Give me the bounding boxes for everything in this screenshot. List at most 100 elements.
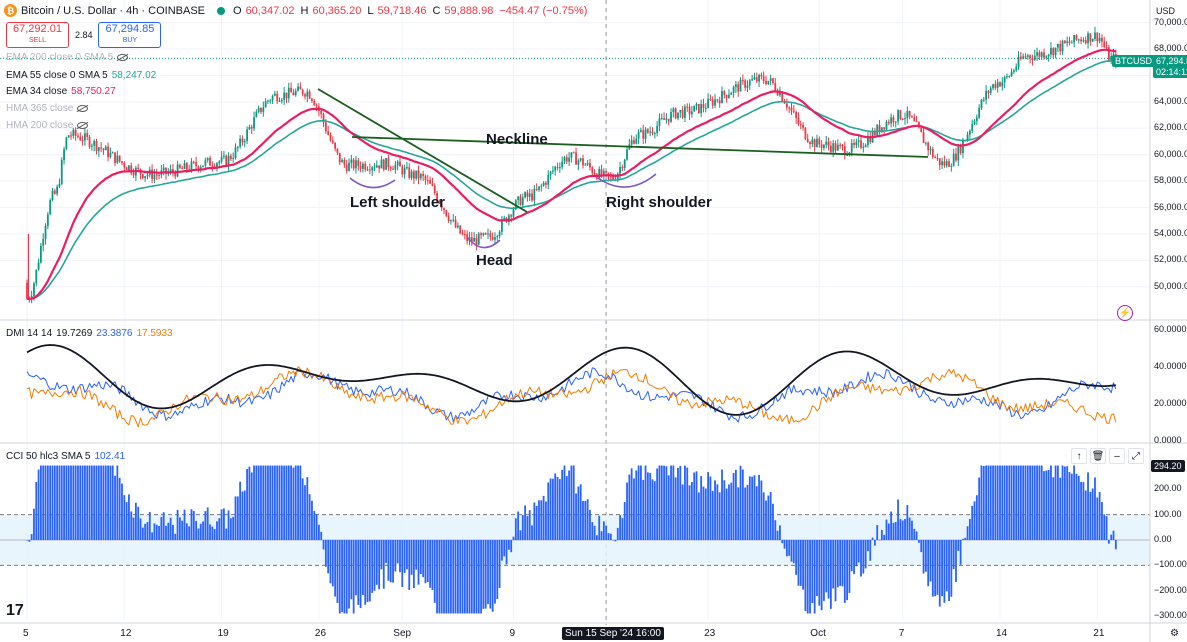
cci-bar bbox=[867, 540, 869, 552]
delete-icon[interactable]: 🗑 bbox=[1090, 448, 1106, 464]
cci-bar bbox=[542, 495, 545, 540]
indicator-ema34-name: EMA 34 close bbox=[6, 86, 68, 97]
cci-bar bbox=[190, 509, 193, 540]
indicator-ema34[interactable]: EMA 34 close 58,750.27 bbox=[6, 86, 116, 97]
pattern-drawing[interactable] bbox=[317, 88, 929, 249]
cci-bar bbox=[660, 465, 663, 540]
symbol-title[interactable]: Bitcoin / U.S. Dollar · 4h · COINBASE bbox=[21, 4, 205, 17]
cci-bar bbox=[53, 465, 56, 540]
candle-body bbox=[141, 174, 144, 179]
cci-bar bbox=[297, 465, 299, 540]
cci-bar bbox=[795, 540, 798, 575]
hidden-eye-icon[interactable] bbox=[77, 105, 89, 112]
candle-body bbox=[97, 147, 100, 152]
cci-bar bbox=[547, 482, 550, 540]
candle-body bbox=[999, 82, 1001, 87]
cci-bar bbox=[220, 509, 223, 540]
cci-bar bbox=[373, 540, 376, 591]
candle-body bbox=[225, 155, 228, 165]
candle-body bbox=[306, 91, 309, 97]
candle-body bbox=[202, 165, 204, 168]
candle-body bbox=[84, 133, 86, 141]
indicator-dmi[interactable]: DMI 14 14 19.7269 23.3876 17.5933 bbox=[6, 328, 173, 339]
time-tick-label: 14 bbox=[996, 628, 1008, 639]
indicator-hma200[interactable]: HMA 200 close bbox=[6, 120, 89, 131]
cci-bar bbox=[167, 522, 170, 540]
buy-button[interactable]: 67,294.85 BUY bbox=[98, 22, 162, 48]
cci-bar bbox=[1080, 482, 1082, 540]
cci-bar bbox=[498, 540, 501, 588]
cci-bar bbox=[185, 523, 188, 540]
candle-body bbox=[53, 190, 56, 194]
candle-body bbox=[637, 132, 640, 139]
cci-value-tag: 294.20 bbox=[1151, 460, 1185, 472]
candle-body bbox=[503, 217, 506, 220]
cci-bar bbox=[535, 505, 538, 540]
candle-body bbox=[1001, 82, 1004, 87]
cci-bar bbox=[707, 472, 709, 540]
candle-body bbox=[1006, 76, 1008, 78]
cci-bar bbox=[183, 509, 186, 540]
cci-bar bbox=[772, 503, 774, 540]
cci-bar bbox=[989, 465, 992, 540]
cci-bar bbox=[744, 487, 747, 540]
candle-body bbox=[656, 125, 659, 134]
indicator-ema200[interactable]: EMA 200 close 0 SMA 5 bbox=[6, 52, 129, 63]
cci-bar bbox=[679, 465, 682, 540]
cci-bar bbox=[1040, 465, 1043, 540]
candle-body bbox=[804, 127, 807, 140]
cci-bar bbox=[563, 465, 566, 540]
cci-bar bbox=[431, 540, 434, 590]
cci-bar bbox=[774, 520, 777, 540]
sell-button[interactable]: 67,292.01 SELL bbox=[6, 22, 69, 48]
cci-bar bbox=[514, 518, 517, 540]
cci-bar bbox=[899, 519, 902, 540]
cci-bar bbox=[40, 465, 42, 540]
candle-body bbox=[294, 90, 297, 96]
candle-body bbox=[519, 196, 522, 206]
candle-body bbox=[994, 84, 997, 88]
cci-bar bbox=[438, 540, 441, 614]
cci-bar bbox=[945, 540, 948, 592]
cci-bar bbox=[415, 540, 418, 570]
lightning-icon[interactable]: ⚡ bbox=[1117, 305, 1133, 321]
candle-body bbox=[234, 147, 237, 158]
settings-icon[interactable]: ⚙ bbox=[1170, 628, 1179, 639]
price-tick-label: 68,000.00 bbox=[1154, 43, 1187, 54]
candle-body bbox=[728, 94, 730, 98]
candle-body bbox=[741, 79, 744, 81]
indicator-cci[interactable]: CCI 50 hlc3 SMA 5 102.41 bbox=[6, 451, 125, 462]
cci-bar bbox=[816, 540, 818, 597]
indicator-hma365[interactable]: HMA 365 close bbox=[6, 103, 89, 114]
hidden-eye-icon[interactable] bbox=[117, 54, 129, 61]
move-up-icon[interactable]: ↑ bbox=[1071, 448, 1087, 464]
cci-bar bbox=[804, 540, 807, 612]
candle-body bbox=[1024, 56, 1027, 58]
cci-bar bbox=[463, 540, 466, 614]
cci-bar bbox=[978, 477, 981, 540]
cci-bar bbox=[962, 538, 964, 540]
maximize-icon[interactable]: ⤢ bbox=[1128, 448, 1144, 464]
candle-body bbox=[941, 161, 943, 166]
cci-bar bbox=[904, 518, 906, 540]
time-tick-label: 5 bbox=[23, 628, 29, 639]
cci-bar bbox=[621, 518, 624, 540]
cci-bar bbox=[561, 469, 564, 540]
cci-bar bbox=[1057, 465, 1059, 540]
cci-bar bbox=[276, 465, 279, 540]
indicator-ema55[interactable]: EMA 55 close 0 SMA 5 58,247.02 bbox=[6, 70, 156, 81]
cci-bar bbox=[843, 540, 846, 603]
candle-body bbox=[929, 148, 932, 151]
hidden-eye-icon[interactable] bbox=[77, 122, 89, 129]
cci-bar bbox=[241, 491, 244, 540]
candle-body bbox=[758, 74, 760, 82]
candle-body bbox=[433, 185, 436, 193]
collapse-icon[interactable]: – bbox=[1109, 448, 1125, 464]
cci-bar bbox=[806, 540, 809, 614]
candle-body bbox=[81, 140, 84, 142]
candle-body bbox=[1040, 52, 1043, 57]
cci-bar bbox=[385, 540, 387, 563]
candle-body bbox=[702, 104, 705, 108]
cci-bar bbox=[1017, 465, 1020, 540]
